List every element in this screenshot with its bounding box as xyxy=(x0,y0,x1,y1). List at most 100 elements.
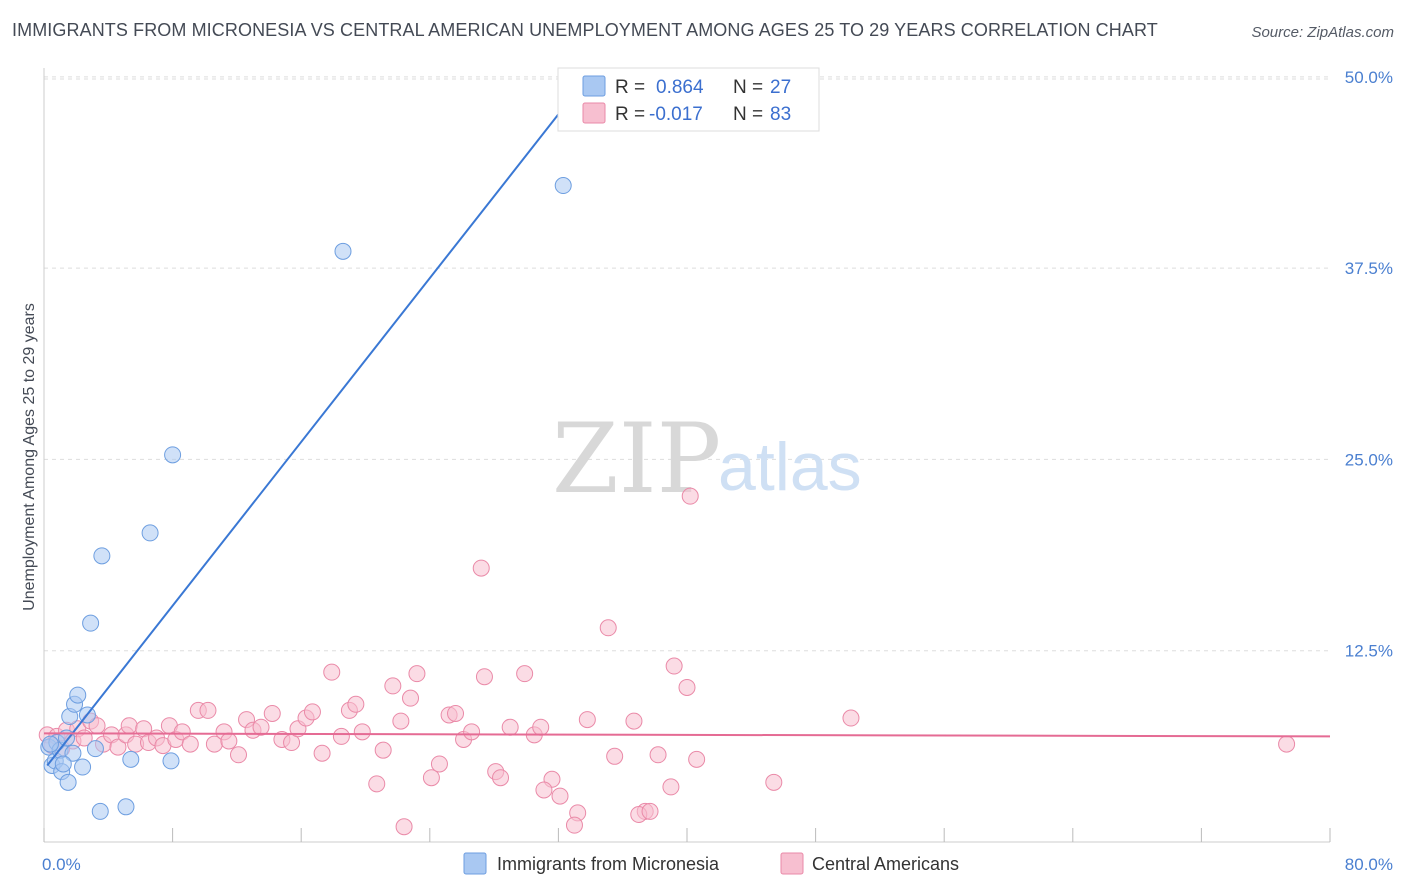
central-americans-point-78 xyxy=(765,773,783,791)
central-americans-point-64 xyxy=(532,718,550,736)
central-americans-trend-line xyxy=(43,732,1331,738)
central-americans-point-22 xyxy=(173,723,191,741)
legend-r-value-1: -0.017 xyxy=(649,104,703,125)
micronesia-point-25 xyxy=(41,735,59,753)
central-americans-point-33 xyxy=(263,704,281,722)
legend-n-label-1: N = xyxy=(733,104,763,125)
y-tick-label-0: 12.5% xyxy=(1345,642,1393,661)
micronesia-point-16 xyxy=(91,802,109,820)
central-americans-point-54 xyxy=(447,704,465,722)
central-americans-point-80 xyxy=(395,818,413,836)
central-americans-point-44 xyxy=(353,723,371,741)
central-americans-point-56 xyxy=(463,723,481,741)
central-americans-point-62 xyxy=(516,665,534,683)
central-americans-point-68 xyxy=(578,711,596,729)
central-americans-point-77 xyxy=(688,750,706,768)
micronesia-point-23 xyxy=(334,242,352,260)
micronesia-point-22 xyxy=(164,446,182,464)
central-americans-point-29 xyxy=(230,746,248,764)
central-americans-point-39 xyxy=(313,744,331,762)
central-americans-point-84 xyxy=(535,781,553,799)
micronesia-point-11 xyxy=(69,686,87,704)
y-tick-label-2: 37.5% xyxy=(1345,259,1393,278)
x-tick-label-1: 80.0% xyxy=(1345,855,1393,874)
central-americans-point-41 xyxy=(332,727,350,745)
legend-n-value-1: 83 xyxy=(770,104,791,125)
micronesia-point-17 xyxy=(93,547,111,565)
legend-swatch-micronesia xyxy=(582,75,606,97)
central-americans-point-60 xyxy=(492,769,510,787)
central-americans-point-69 xyxy=(599,619,617,637)
central-americans-point-82 xyxy=(1278,735,1296,753)
micronesia-point-20 xyxy=(141,524,159,542)
legend-r-value-0: 0.864 xyxy=(656,77,704,98)
watermark: ZIP atlas xyxy=(552,403,862,515)
micronesia-point-24 xyxy=(554,177,572,195)
central-americans-point-28 xyxy=(220,732,238,750)
source-label: Source: ZipAtlas.com xyxy=(1251,24,1394,41)
legend-swatch-central-americans xyxy=(582,102,606,124)
legend-r-label-1: R = xyxy=(615,104,645,125)
central-americans-point-79 xyxy=(842,709,860,727)
central-americans-point-46 xyxy=(374,741,392,759)
central-americans-point-73 xyxy=(649,746,667,764)
central-americans-point-47 xyxy=(384,677,402,695)
central-americans-point-48 xyxy=(392,712,410,730)
central-americans-point-51 xyxy=(422,769,440,787)
central-americans-point-38 xyxy=(303,703,321,721)
central-americans-point-66 xyxy=(551,787,569,805)
micronesia-point-15 xyxy=(86,740,104,758)
legend-n-value-0: 27 xyxy=(770,77,791,98)
central-americans-point-50 xyxy=(408,665,426,683)
central-americans-point-40 xyxy=(323,663,341,681)
micronesia-point-19 xyxy=(122,750,140,768)
x-tick-label-0: 0.0% xyxy=(42,855,81,874)
central-americans-points xyxy=(38,487,1296,836)
micronesia-point-26 xyxy=(54,755,72,773)
y-tick-label-1: 25.0% xyxy=(1345,450,1393,469)
watermark-atlas: atlas xyxy=(718,429,862,505)
bottom-legend-swatch-central-americans xyxy=(780,852,804,875)
central-americans-point-52 xyxy=(430,755,448,773)
bottom-legend-label-central-americans: Central Americans xyxy=(812,854,959,874)
y-axis-label: Unemployment Among Ages 25 to 29 years xyxy=(21,303,38,611)
micronesia-point-7 xyxy=(59,773,77,791)
bottom-legend: Immigrants from Micronesia Central Ameri… xyxy=(463,852,959,875)
central-americans-point-70 xyxy=(606,747,624,765)
central-americans-point-81 xyxy=(565,816,583,834)
central-americans-point-45 xyxy=(368,775,386,793)
y-tick-label-3: 50.0% xyxy=(1345,68,1393,87)
micronesia-trend-line xyxy=(46,68,595,767)
axes xyxy=(43,68,1331,843)
central-americans-point-23 xyxy=(181,735,199,753)
micronesia-point-21 xyxy=(162,752,180,770)
central-americans-point-83 xyxy=(681,487,699,505)
legend-n-label-0: N = xyxy=(733,77,763,98)
central-americans-point-57 xyxy=(472,559,490,577)
trend-lines xyxy=(43,68,1331,767)
central-americans-point-32 xyxy=(252,718,270,736)
x-tick-labels: 0.0% 80.0% xyxy=(42,855,1393,874)
grid-lines xyxy=(44,76,1330,652)
central-americans-point-43 xyxy=(347,695,365,713)
legend-r-label-0: R = xyxy=(615,77,645,98)
central-americans-point-25 xyxy=(199,701,217,719)
micronesia-point-18 xyxy=(117,798,135,816)
micronesia-point-14 xyxy=(82,614,100,632)
central-americans-point-14 xyxy=(120,717,138,735)
chart-title: IMMIGRANTS FROM MICRONESIA VS CENTRAL AM… xyxy=(12,20,1158,40)
y-tick-labels: 12.5% 25.0% 37.5% 50.0% xyxy=(1345,68,1393,661)
central-americans-point-49 xyxy=(402,689,420,707)
central-americans-point-61 xyxy=(501,718,519,736)
central-americans-point-76 xyxy=(678,678,696,696)
central-americans-point-58 xyxy=(475,668,493,686)
central-americans-point-71 xyxy=(625,712,643,730)
central-americans-point-86 xyxy=(641,802,659,820)
legend-box: R = 0.864 N = 27 R = -0.017 N = 83 xyxy=(557,67,820,132)
micronesia-point-12 xyxy=(74,758,92,776)
bottom-legend-swatch-micronesia xyxy=(463,852,487,875)
central-americans-point-74 xyxy=(662,778,680,796)
central-americans-point-12 xyxy=(109,738,127,756)
bottom-legend-label-micronesia: Immigrants from Micronesia xyxy=(497,854,720,874)
